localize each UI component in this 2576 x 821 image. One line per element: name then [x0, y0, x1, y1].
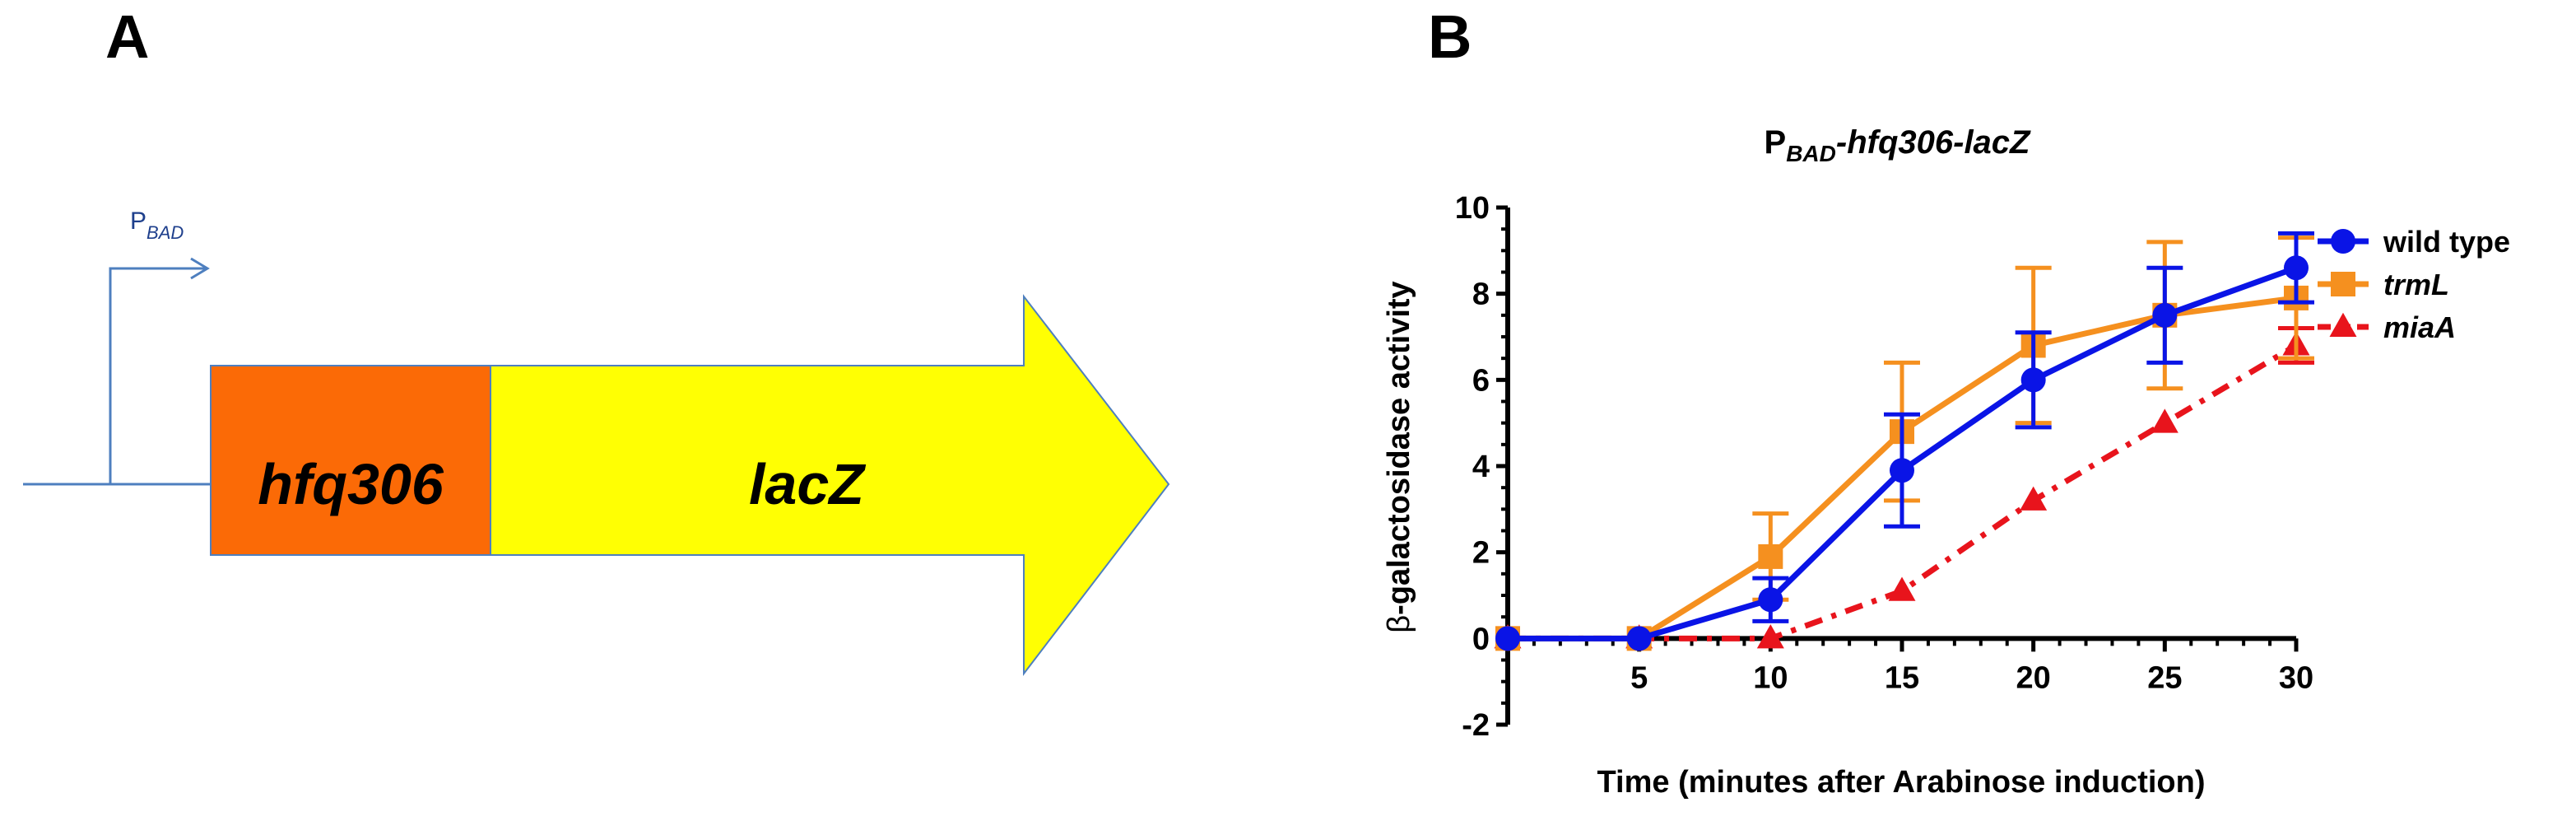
y-tick-label: 6: [1472, 363, 1490, 398]
legend-label: trmL: [2383, 268, 2449, 301]
series-miaA: [1494, 326, 2314, 649]
data-point: [1758, 587, 1783, 613]
y-tick-label: 2: [1472, 536, 1490, 571]
series-wild-type: [1495, 231, 2314, 651]
x-tick-label: 15: [1885, 660, 1919, 695]
chart-legend: wild type trmL miaA: [2318, 225, 2510, 344]
x-tick-label: 25: [2147, 660, 2182, 695]
hfq306-label: hfq306: [258, 452, 444, 516]
lacz-label: lacZ: [749, 452, 866, 516]
legend-label: miaA: [2383, 310, 2456, 344]
promoter-label: PBAD: [130, 208, 184, 243]
data-point: [2284, 255, 2309, 281]
data-point: [1626, 626, 1652, 651]
promoter-arrow: [23, 257, 214, 486]
data-point: [2151, 408, 2178, 433]
legend-item-wild-type: wild type: [2318, 225, 2510, 259]
data-point: [1890, 458, 1914, 483]
y-tick-label: 4: [1472, 450, 1490, 484]
y-tick-label: -2: [1462, 708, 1490, 743]
y-tick-label: 10: [1455, 191, 1490, 226]
x-axis-label: Time (minutes after Arabinose induction): [1597, 765, 2206, 800]
legend-marker: [2331, 272, 2355, 296]
legend-label: wild type: [2383, 225, 2510, 259]
panel-a-label: A: [105, 2, 149, 71]
chart-plot: [1494, 231, 2314, 651]
data-point: [1758, 543, 1783, 569]
legend-item-miaA: miaA: [2318, 310, 2456, 344]
y-tick-label: 8: [1472, 278, 1490, 312]
hfq306-box: [210, 365, 491, 556]
legend-marker: [2331, 229, 2355, 254]
panel-b-label: B: [1428, 2, 1472, 71]
chart-axes: -2 0 2 4 6 8 10 5 10 15 20 25 30: [1455, 191, 2313, 743]
data-point: [2020, 486, 2048, 511]
lacz-arrow: [490, 294, 1170, 676]
data-point: [1888, 576, 1916, 601]
data-point: [1756, 624, 1784, 649]
data-point: [1495, 626, 1520, 651]
y-axis-label: β-galactosidase activity: [1382, 281, 1416, 632]
y-tick-label: 0: [1472, 622, 1490, 656]
legend-marker: [2329, 312, 2357, 337]
chart-title: PBAD-hfq306-lacZ: [1765, 124, 2032, 166]
x-tick-label: 10: [1753, 660, 1788, 695]
data-point: [2152, 302, 2178, 328]
legend-item-trmL: trmL: [2318, 268, 2449, 301]
x-tick-label: 20: [2016, 660, 2051, 695]
x-tick-label: 5: [1630, 660, 1648, 695]
data-point: [2020, 367, 2046, 393]
x-tick-label: 30: [2279, 660, 2313, 695]
